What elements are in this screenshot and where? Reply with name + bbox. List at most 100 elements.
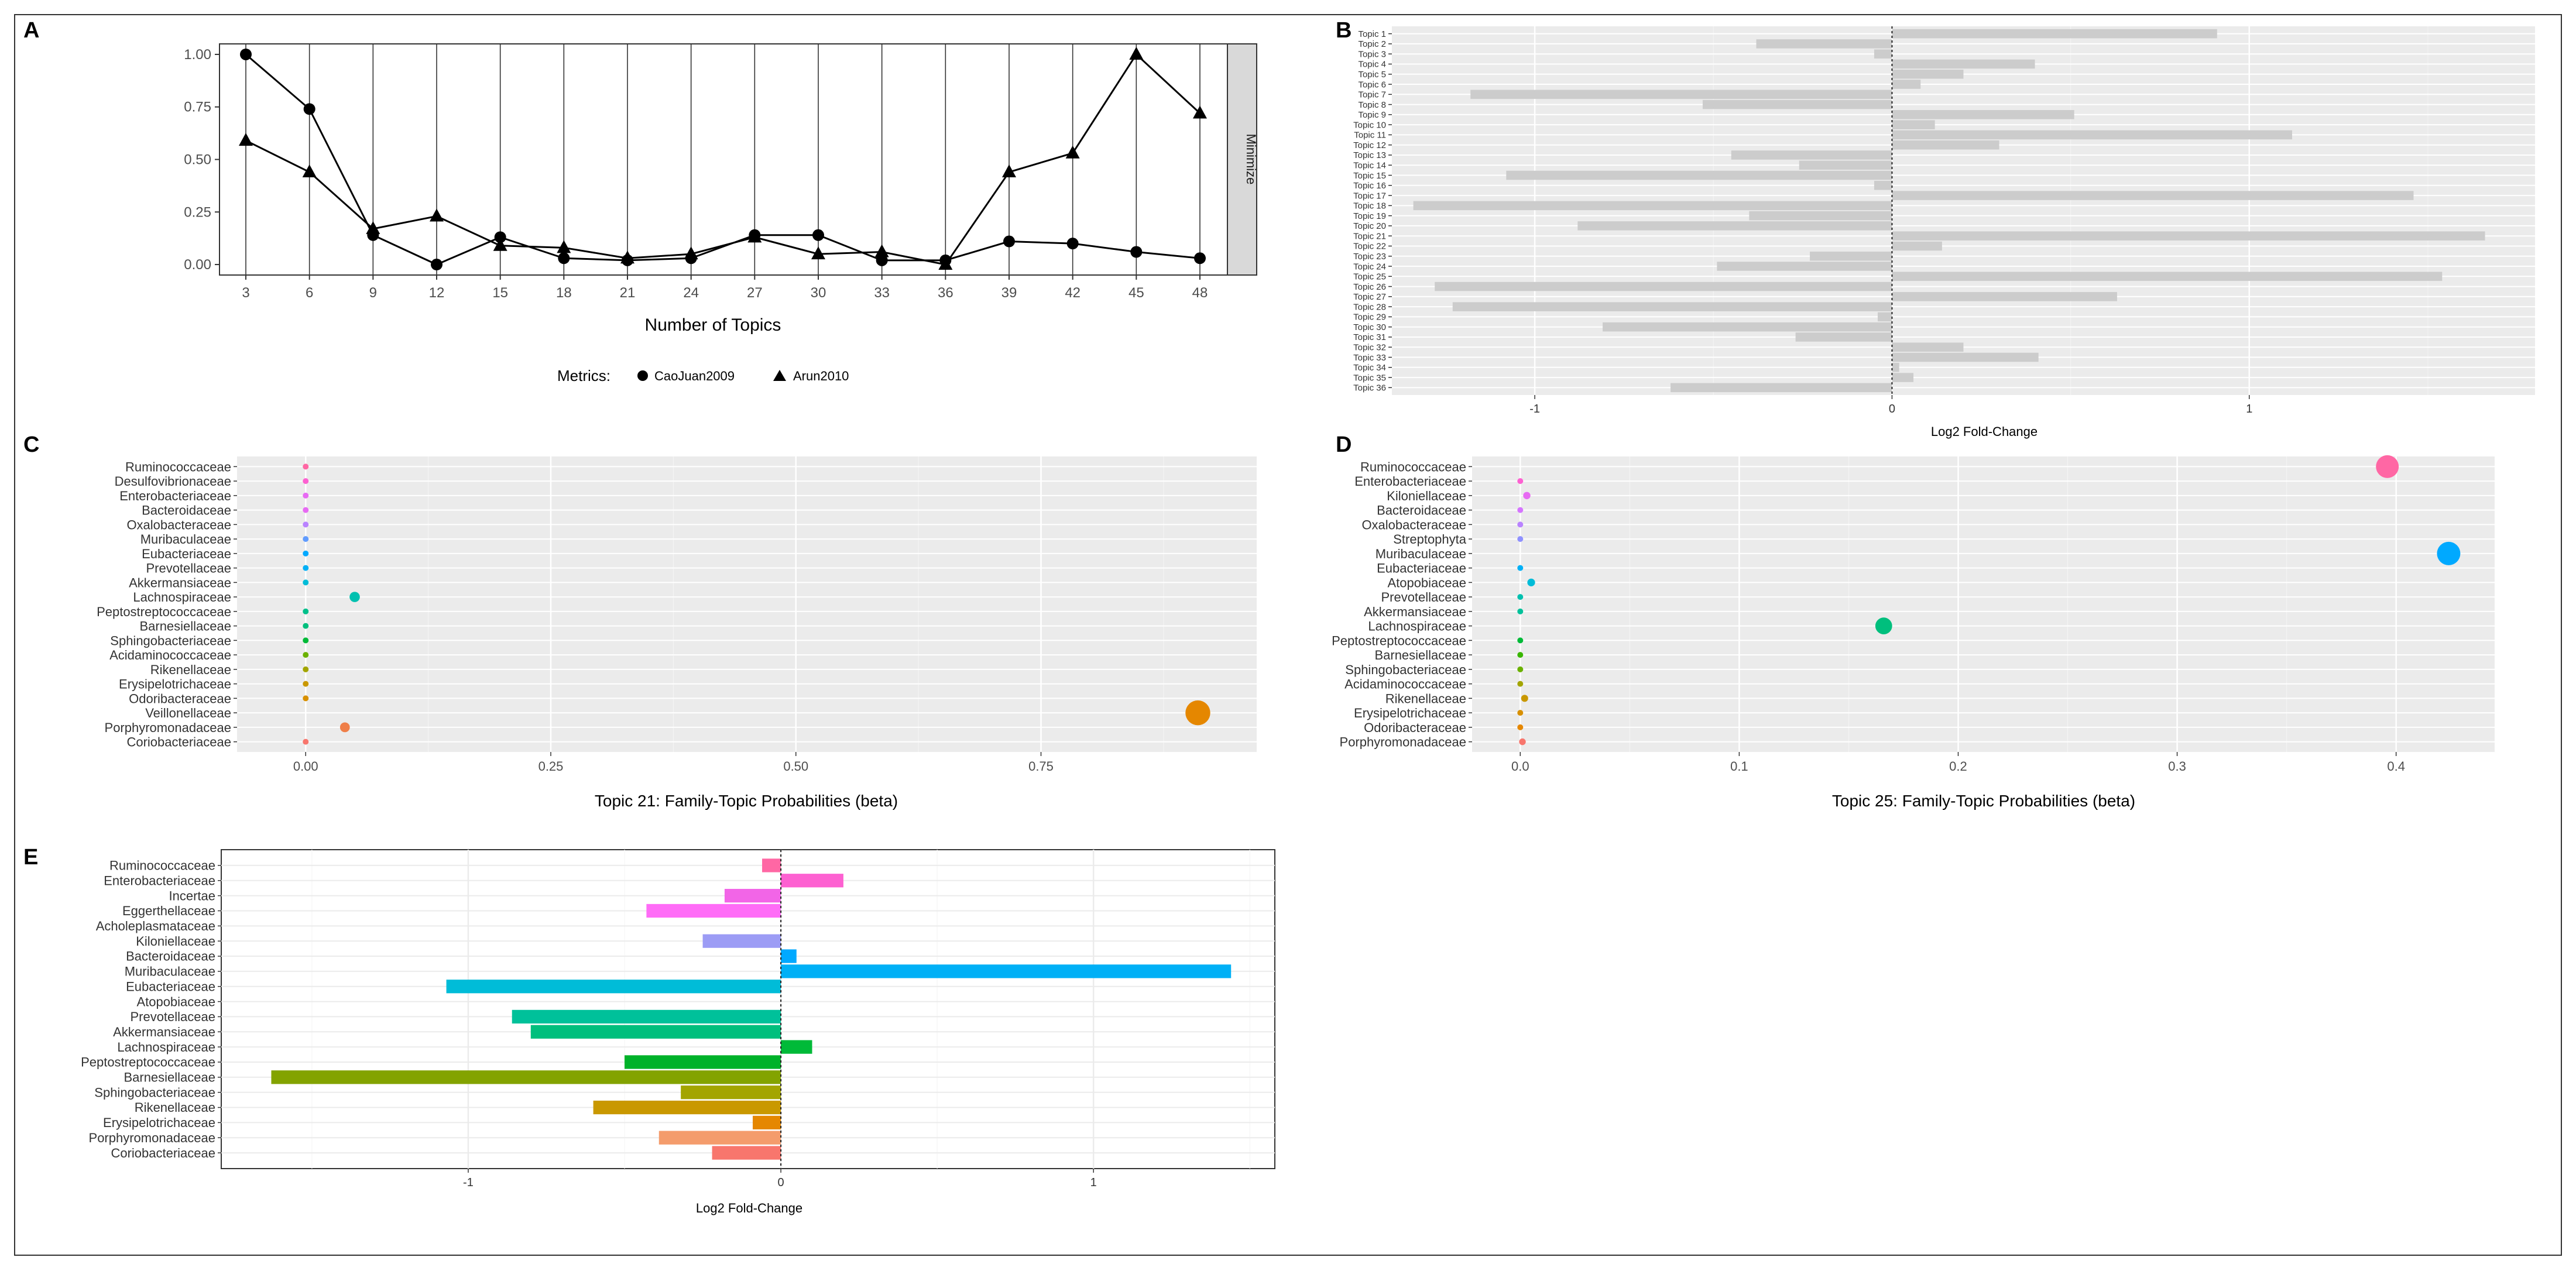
- bar-topic-3: [1874, 49, 1892, 59]
- y-tick-label-akkermansiaceae: Akkermansiaceae: [113, 1025, 215, 1039]
- y-tick-label-acidaminococcaceae: Acidaminococcaceae: [109, 648, 231, 662]
- dot-erysipelotrichaceae: [1517, 710, 1524, 716]
- y-tick-label-bacteroidaceae: Bacteroidaceae: [126, 949, 215, 964]
- dot-peptostreptococcaceae: [1517, 637, 1524, 644]
- y-tick-label-rikenellaceae: Rikenellaceae: [135, 1100, 215, 1115]
- dot-kiloniellaceae: [1523, 492, 1531, 500]
- panel-a-x-tick-label: 6: [306, 285, 313, 301]
- bar-peptostreptococcaceae: [625, 1055, 781, 1069]
- dot-muribaculaceae: [2437, 541, 2461, 565]
- bar-topic-7: [1470, 90, 1892, 99]
- y-tick-label-topic-12: Topic 12: [1353, 140, 1386, 150]
- dot-oxalobacteraceae: [1517, 521, 1524, 528]
- y-tick-label-streptophyta: Streptophyta: [1393, 532, 1467, 547]
- y-tick-label-topic-9: Topic 9: [1358, 110, 1386, 120]
- y-tick-label-kiloniellaceae: Kiloniellaceae: [136, 934, 215, 949]
- y-tick-label-eubacteriaceae: Eubacteriaceae: [126, 979, 215, 994]
- x-tick-label: 0: [778, 1176, 784, 1189]
- data-point-arun2010: [1193, 105, 1207, 119]
- dot-barnesiellaceae: [303, 623, 309, 629]
- bar-eggerthellaceae: [646, 904, 781, 918]
- panel-a-y-tick-label: 0.75: [184, 99, 211, 115]
- panel-a-line-chart: Minimize 0.000.250.500.751.00 3 6 9 12 15 18 2…: [184, 43, 1258, 384]
- panel-c-x-axis-title: Topic 21: Family-Topic Probabilities (be…: [595, 792, 898, 810]
- y-tick-label-topic-2: Topic 2: [1358, 39, 1386, 49]
- y-tick-label-rikenellaceae: Rikenellaceae: [150, 662, 231, 677]
- y-tick-label-ruminococcaceae: Ruminococcaceae: [125, 459, 231, 474]
- bar-topic-23: [1810, 251, 1892, 261]
- y-tick-label-sphingobacteriaceae: Sphingobacteriaceae: [1345, 662, 1466, 677]
- bar-topic-12: [1892, 140, 1999, 150]
- panel-d-plot-background: [1472, 456, 2495, 752]
- dot-sphingobacteriaceae: [1517, 666, 1524, 672]
- bar-ruminococcaceae: [762, 858, 781, 872]
- bar-eubacteriaceae: [446, 980, 781, 994]
- dot-akkermansiaceae: [303, 579, 309, 586]
- y-tick-label-sphingobacteriaceae: Sphingobacteriaceae: [110, 633, 231, 648]
- panel-a-x-tick-label: 39: [1001, 285, 1017, 301]
- x-tick-label: -1: [1529, 403, 1540, 415]
- bar-topic-9: [1892, 110, 2074, 119]
- panel-letter-c: C: [23, 432, 39, 457]
- panel-c-plot-background: [237, 456, 1257, 752]
- dot-coriobacteriaceae: [303, 738, 309, 745]
- y-tick-label-topic-19: Topic 19: [1353, 211, 1386, 221]
- y-tick-label-topic-6: Topic 6: [1358, 80, 1386, 90]
- data-point-caojuan2009: [303, 103, 315, 115]
- y-tick-label-eubacteriaceae: Eubacteriaceae: [142, 547, 231, 561]
- y-tick-label-oxalobacteraceae: Oxalobacteraceae: [126, 517, 231, 532]
- y-tick-label-desulfovibrionaceae: Desulfovibrionaceae: [115, 474, 231, 489]
- bar-bacteroidaceae: [781, 949, 797, 963]
- series-line-caojuan2009: [245, 53, 1200, 266]
- dot-streptophyta: [1517, 536, 1524, 542]
- bar-topic-24: [1717, 262, 1892, 271]
- bar-topic-25: [1892, 272, 2443, 281]
- y-tick-label-topic-29: Topic 29: [1353, 312, 1386, 322]
- y-tick-label-muribaculaceae: Muribaculaceae: [125, 964, 215, 979]
- y-tick-label-topic-4: Topic 4: [1358, 60, 1386, 70]
- panel-a-x-tick-label: 48: [1192, 285, 1208, 301]
- bar-topic-29: [1878, 312, 1892, 322]
- y-tick-label-topic-18: Topic 18: [1353, 201, 1386, 211]
- y-tick-label-bacteroidaceae: Bacteroidaceae: [142, 503, 231, 518]
- y-tick-label-porphyromonadaceae: Porphyromonadaceae: [1340, 735, 1466, 750]
- panel-a-x-tick-label: 33: [874, 285, 890, 301]
- dot-acidaminococcaceae: [1517, 681, 1524, 687]
- x-tick-label: 0.0: [1511, 759, 1529, 774]
- bar-topic-22: [1892, 241, 1942, 251]
- legend-marker-caojuan2009: [637, 370, 648, 381]
- y-tick-label-porphyromonadaceae: Porphyromonadaceae: [89, 1131, 215, 1145]
- y-tick-label-coriobacteriaceae: Coriobacteriaceae: [126, 735, 231, 750]
- dot-akkermansiaceae: [1517, 608, 1524, 614]
- bar-topic-15: [1506, 170, 1892, 180]
- bar-topic-17: [1892, 191, 2414, 200]
- data-point-arun2010: [811, 246, 825, 260]
- y-tick-label-odoribacteraceae: Odoribacteraceae: [1364, 720, 1466, 735]
- x-tick-label: 0.75: [1028, 759, 1054, 774]
- y-tick-label-topic-16: Topic 16: [1353, 181, 1386, 191]
- bar-topic-16: [1874, 181, 1892, 190]
- bar-topic-19: [1749, 211, 1892, 221]
- y-tick-label-topic-26: Topic 26: [1353, 282, 1386, 292]
- y-tick-label-topic-7: Topic 7: [1358, 90, 1386, 100]
- data-point-caojuan2009: [1130, 246, 1143, 258]
- bar-topic-1: [1892, 29, 2217, 39]
- y-tick-label-prevotellaceae: Prevotellaceae: [146, 561, 231, 576]
- y-tick-label-topic-11: Topic 11: [1354, 130, 1386, 140]
- dot-erysipelotrichaceae: [303, 681, 309, 687]
- bar-topic-13: [1731, 150, 1892, 160]
- x-tick-label: 0.1: [1730, 759, 1748, 774]
- panel-a-y-tick-label: 0.50: [184, 152, 211, 168]
- panel-a-y-tick-label: 0.00: [184, 257, 211, 273]
- y-tick-label-ruminococcaceae: Ruminococcaceae: [109, 858, 215, 873]
- y-tick-label-topic-3: Topic 3: [1358, 49, 1386, 59]
- bar-topic-32: [1892, 342, 1964, 352]
- data-point-caojuan2009: [1066, 238, 1079, 250]
- bar-incertae: [724, 888, 781, 903]
- panel-a-strip-label: Minimize: [1244, 134, 1258, 185]
- y-tick-label-muribaculaceae: Muribaculaceae: [140, 532, 231, 547]
- data-point-arun2010: [430, 208, 444, 222]
- y-tick-label-muribaculaceae: Muribaculaceae: [1376, 547, 1466, 561]
- bar-lachnospiraceae: [781, 1040, 812, 1054]
